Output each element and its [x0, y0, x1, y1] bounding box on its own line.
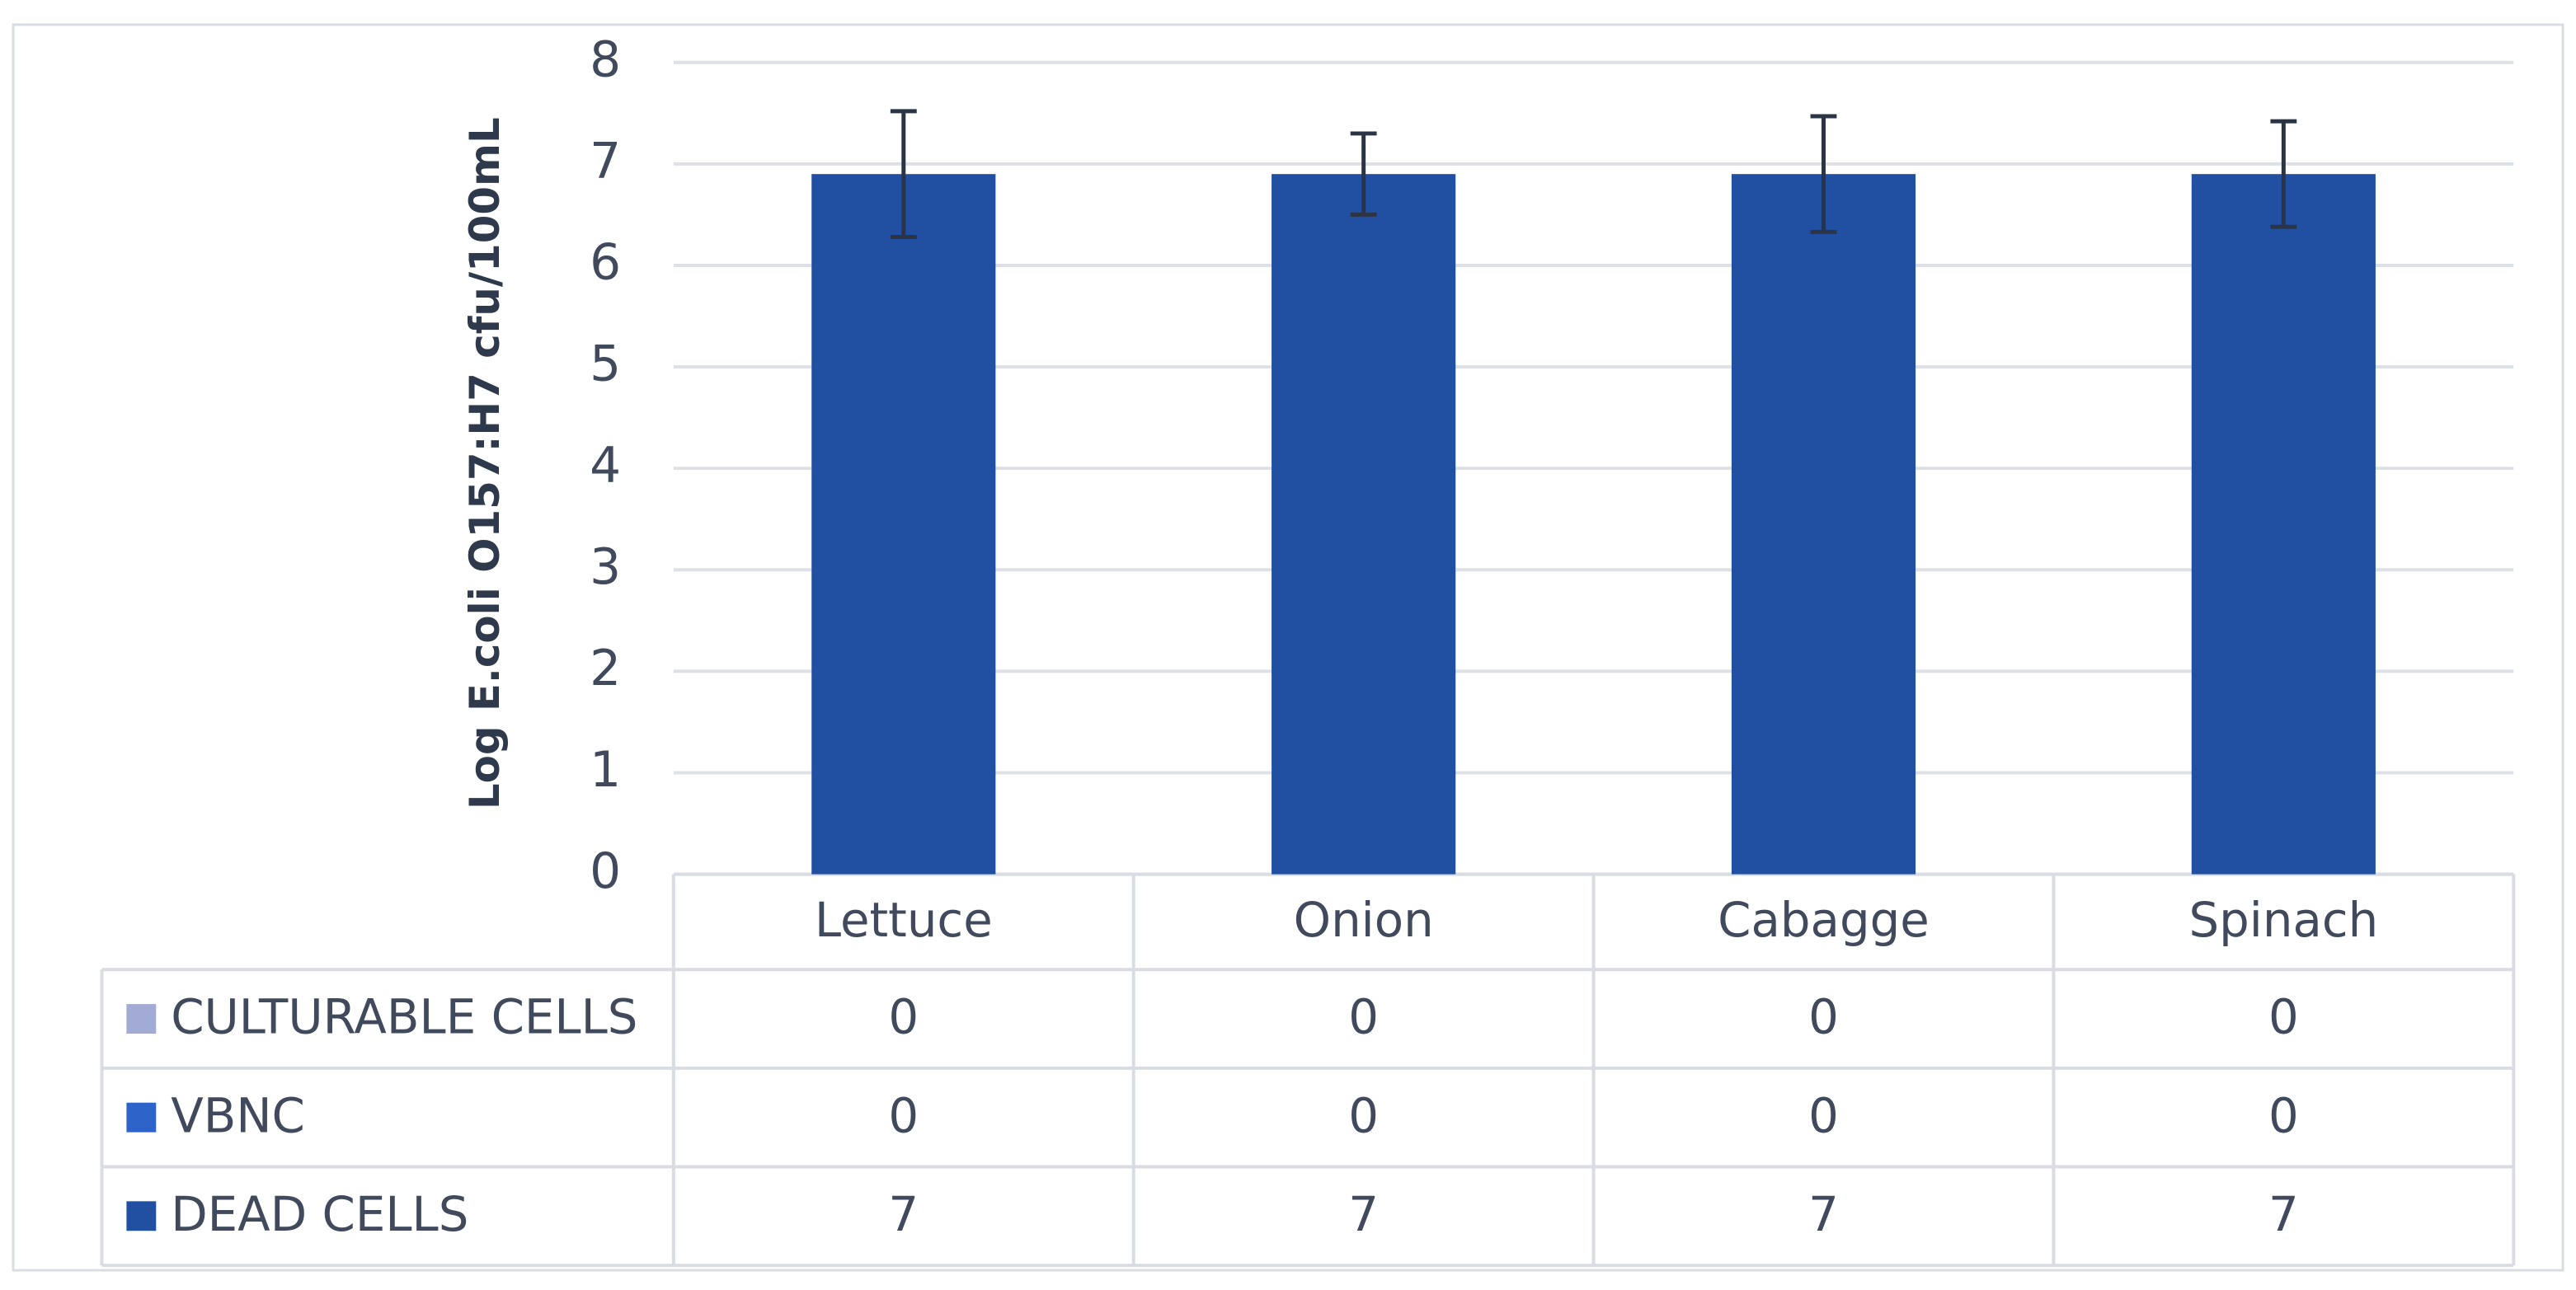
- legend-label: CULTURABLE CELLS: [171, 989, 637, 1045]
- y-tick-label: 2: [590, 640, 621, 697]
- y-tick-label: 7: [590, 133, 621, 190]
- table-value: 0: [2268, 1087, 2299, 1143]
- y-tick-label: 1: [590, 742, 621, 799]
- y-axis-title: Log E.coli O157:H7 cfu/100mL: [461, 117, 509, 809]
- bar: [1731, 174, 1916, 875]
- y-tick-label: 8: [590, 31, 621, 88]
- x-tick-label: Lettuce: [815, 892, 993, 948]
- table-value: 0: [888, 989, 919, 1045]
- x-tick-label: Cabagge: [1718, 892, 1930, 948]
- bar: [1272, 174, 1456, 875]
- table-value: 0: [2268, 989, 2299, 1045]
- table-value: 7: [1348, 1186, 1379, 1242]
- x-tick-label: Onion: [1294, 892, 1434, 948]
- table-value: 0: [1808, 1087, 1839, 1143]
- table-value: 7: [1808, 1186, 1839, 1242]
- legend-label: VBNC: [171, 1087, 305, 1143]
- bar: [2191, 174, 2376, 875]
- table-value: 0: [1808, 989, 1839, 1045]
- y-tick-label: 6: [590, 235, 621, 292]
- bar: [811, 174, 996, 875]
- y-tick-label: 0: [590, 843, 621, 900]
- table-value: 0: [1348, 989, 1379, 1045]
- table-value: 7: [2268, 1186, 2299, 1242]
- legend-swatch: [126, 1102, 157, 1133]
- y-tick-label: 5: [590, 336, 621, 393]
- table-value: 0: [1348, 1087, 1379, 1143]
- legend-label: DEAD CELLS: [171, 1186, 468, 1242]
- x-tick-label: Spinach: [2188, 892, 2378, 948]
- legend-swatch: [126, 1201, 157, 1231]
- table-value: 7: [888, 1186, 919, 1242]
- y-tick-label: 3: [590, 539, 621, 596]
- table-value: 0: [888, 1087, 919, 1143]
- legend-swatch: [126, 1004, 157, 1034]
- y-tick-label: 4: [590, 438, 621, 495]
